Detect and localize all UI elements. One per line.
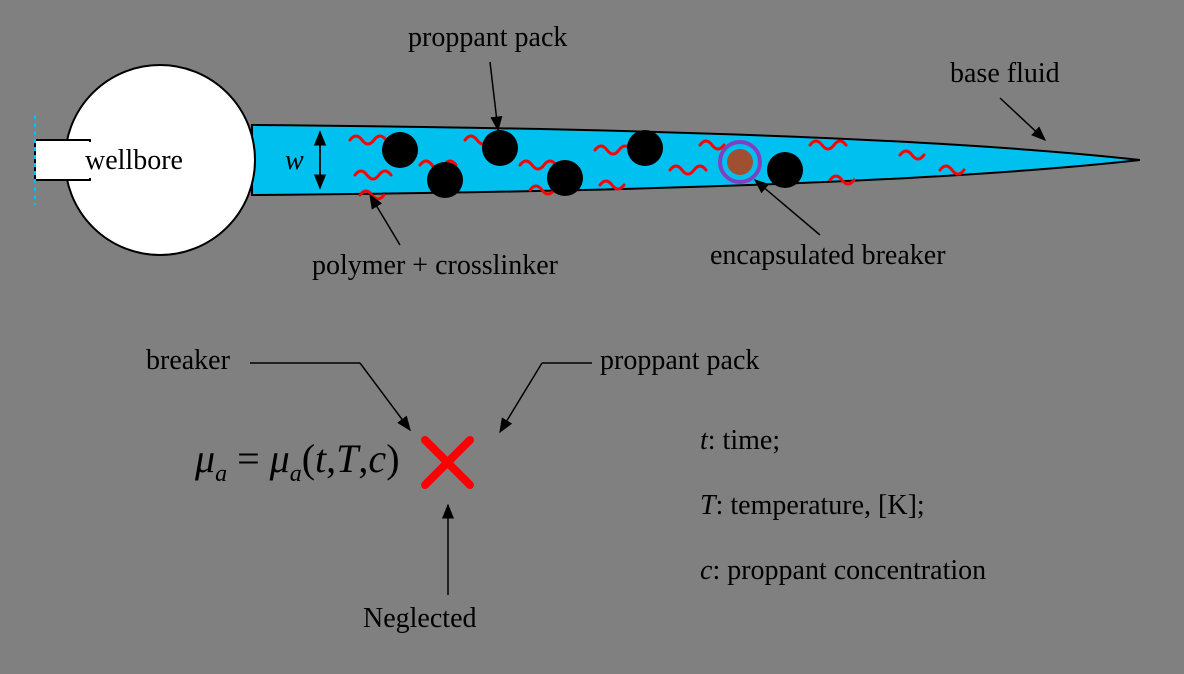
- polymer_crosslinker-label: polymer + crosslinker: [312, 250, 558, 282]
- legend-item-0: t: time;: [700, 425, 780, 457]
- neglected-callout: Neglected: [363, 603, 477, 635]
- wellbore-label: wellbore: [85, 145, 183, 177]
- proppant-pack-callout: proppant pack: [600, 345, 759, 377]
- base_fluid-label: base fluid: [950, 58, 1060, 90]
- breaker-callout: breaker: [146, 345, 230, 377]
- diagram-canvas: [0, 0, 1184, 674]
- proppant_pack-label: proppant pack: [408, 22, 567, 54]
- legend-item-2: c: proppant concentration: [700, 555, 986, 587]
- width-letter: w: [285, 145, 304, 177]
- encapsulated_breaker_lbl-label: encapsulated breaker: [710, 240, 946, 272]
- legend-item-1: T: temperature, [K];: [700, 490, 925, 522]
- equation: μa = μa(t,T,c): [195, 435, 400, 488]
